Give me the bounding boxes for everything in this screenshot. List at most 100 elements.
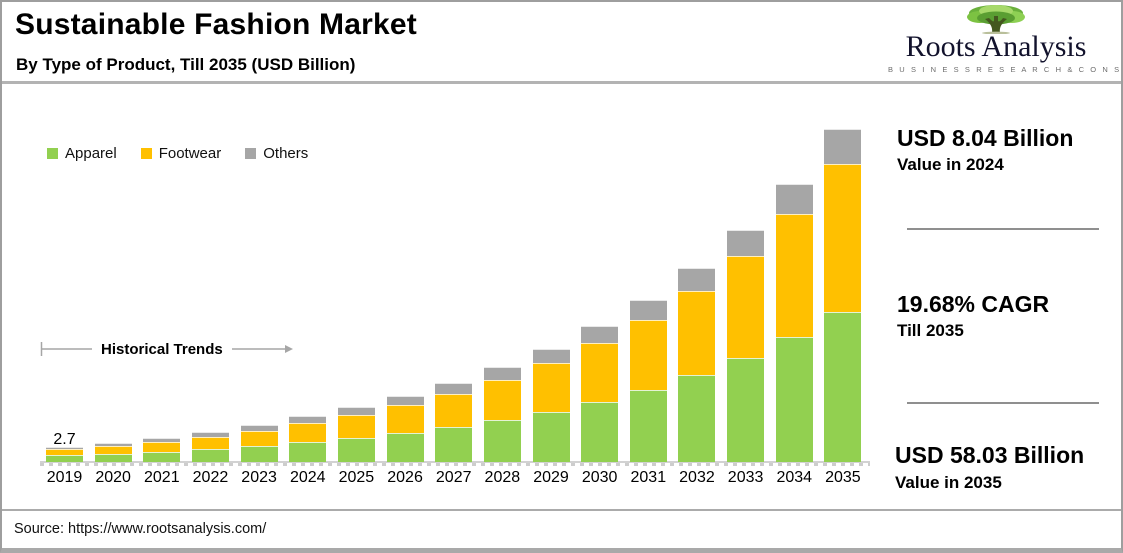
logo-brand-name: Roots Analysis: [905, 30, 1087, 63]
bar-segment-apparel-2025[interactable]: [337, 437, 375, 462]
page-subtitle: By Type of Product, Till 2035 (USD Billi…: [16, 55, 356, 74]
legend-item-others[interactable]: Others: [245, 145, 308, 162]
bar-2023[interactable]: [240, 424, 278, 462]
legend-item-apparel[interactable]: Apparel: [47, 145, 117, 162]
left-tick-line-icon: [40, 342, 92, 356]
bar-segment-others-2021[interactable]: [143, 437, 181, 442]
legend-label-footwear: Footwear: [158, 145, 222, 162]
x-axis-label-2031: 2031: [630, 469, 667, 486]
source-text[interactable]: Source: https://www.rootsanalysis.com/: [14, 521, 267, 537]
footer-divider: [2, 509, 1121, 511]
x-axis-label-2029: 2029: [533, 469, 569, 486]
bar-segment-apparel-2022[interactable]: [191, 449, 229, 462]
stat-label-cagr: Till 2035: [897, 321, 964, 340]
bar-2020[interactable]: [94, 442, 132, 462]
bar-segment-others-2032[interactable]: [678, 267, 716, 291]
x-axis-label-2028: 2028: [484, 469, 521, 486]
bar-2026[interactable]: [386, 395, 424, 462]
bar-segment-apparel-2023[interactable]: [240, 445, 278, 462]
stat-value-cagr: 19.68% CAGR: [897, 291, 1050, 317]
bar-segment-apparel-2035[interactable]: [824, 312, 862, 462]
bar-segment-footwear-2030[interactable]: [581, 343, 619, 402]
page-title: Sustainable Fashion Market: [15, 8, 417, 41]
x-axis-label-2030: 2030: [581, 469, 618, 486]
x-axis-label-2035: 2035: [825, 469, 861, 486]
bar-segment-footwear-2032[interactable]: [678, 290, 716, 376]
bar-segment-others-2026[interactable]: [386, 395, 424, 406]
bar-segment-footwear-2034[interactable]: [775, 214, 813, 338]
bar-segment-others-2029[interactable]: [532, 348, 570, 364]
stat-divider-1: [907, 228, 1099, 230]
bar-segment-footwear-2024[interactable]: [289, 422, 327, 442]
legend-item-footwear[interactable]: Footwear: [140, 145, 222, 162]
bar-segment-footwear-2021[interactable]: [143, 441, 181, 452]
chart-legend: Apparel Footwear Others: [47, 145, 308, 162]
bar-segment-apparel-2029[interactable]: [532, 411, 570, 462]
bar-segment-apparel-2020[interactable]: [94, 453, 132, 462]
bar-segment-apparel-2032[interactable]: [678, 375, 716, 462]
bar-segment-apparel-2024[interactable]: [289, 441, 327, 462]
bar-2028[interactable]: [483, 367, 521, 462]
roots-analysis-logo: Roots Analysis B U S I N E S S R E S E A…: [888, 4, 1122, 74]
bar-segment-footwear-2028[interactable]: [483, 380, 521, 421]
bar-segment-apparel-2031[interactable]: [629, 389, 667, 462]
x-axis-label-2033: 2033: [727, 469, 764, 486]
bar-segment-apparel-2030[interactable]: [581, 401, 619, 462]
bar-segment-footwear-2033[interactable]: [727, 256, 765, 359]
bar-segment-others-2031[interactable]: [629, 299, 667, 320]
bar-segment-apparel-2028[interactable]: [483, 420, 521, 462]
bar-segment-apparel-2021[interactable]: [143, 451, 181, 462]
legend-label-apparel: Apparel: [65, 145, 117, 162]
bar-segment-others-2024[interactable]: [289, 415, 327, 423]
bar-segment-others-2020[interactable]: [94, 442, 132, 446]
bar-segment-others-2023[interactable]: [240, 424, 278, 431]
bar-segment-others-2034[interactable]: [775, 183, 813, 215]
bar-segment-others-2025[interactable]: [337, 406, 375, 415]
bar-2022[interactable]: [191, 432, 229, 462]
bar-2032[interactable]: [678, 267, 716, 462]
bar-segment-apparel-2019[interactable]: [46, 455, 83, 462]
bar-segment-others-2028[interactable]: [483, 367, 521, 381]
bar-2021[interactable]: [143, 437, 181, 462]
bar-segment-footwear-2022[interactable]: [191, 436, 229, 450]
bar-segment-others-2033[interactable]: [727, 229, 765, 257]
bar-2034[interactable]: [775, 183, 813, 462]
bar-2030[interactable]: [581, 326, 619, 462]
historical-trends-annotation: Historical Trends: [40, 340, 294, 358]
bar-segment-footwear-2029[interactable]: [532, 363, 570, 412]
bar-2027[interactable]: [435, 382, 473, 462]
logo-tagline: B U S I N E S S R E S E A R C H & C O N …: [888, 65, 1122, 74]
x-axis-label-2020: 2020: [95, 469, 131, 486]
bar-segment-footwear-2035[interactable]: [824, 164, 862, 313]
stat-divider-2: [907, 402, 1099, 404]
bar-segment-apparel-2026[interactable]: [386, 432, 424, 462]
bar-segment-footwear-2020[interactable]: [94, 445, 132, 454]
bar-segment-others-2030[interactable]: [581, 326, 619, 344]
bar-segment-apparel-2027[interactable]: [435, 427, 473, 462]
bar-segment-footwear-2025[interactable]: [337, 414, 375, 438]
bar-2024[interactable]: [289, 415, 327, 462]
bar-2035[interactable]: [824, 129, 862, 462]
legend-label-others: Others: [263, 145, 309, 162]
bar-segment-footwear-2023[interactable]: [240, 430, 278, 446]
bar-2031[interactable]: [629, 299, 667, 462]
bar-segment-others-2019[interactable]: [46, 446, 83, 450]
bar-segment-footwear-2019[interactable]: [46, 449, 83, 456]
bar-2029[interactable]: [532, 348, 570, 462]
bar-2033[interactable]: [727, 229, 765, 462]
right-arrow-icon: [231, 345, 293, 353]
historical-trends-label: Historical Trends: [101, 340, 223, 358]
bar-segment-others-2022[interactable]: [191, 432, 229, 437]
legend-swatch-apparel: [47, 148, 58, 159]
bar-segment-footwear-2031[interactable]: [629, 319, 667, 390]
bar-segment-apparel-2034[interactable]: [775, 337, 813, 462]
bar-segment-others-2027[interactable]: [435, 382, 473, 394]
bar-segment-apparel-2033[interactable]: [727, 358, 765, 462]
bar-segment-footwear-2027[interactable]: [435, 393, 473, 428]
bar-segment-others-2035[interactable]: [824, 129, 862, 165]
data-label-2019: 2.7: [53, 431, 76, 448]
bar-2025[interactable]: [337, 406, 375, 462]
bar-2019[interactable]: [46, 446, 83, 462]
bar-segment-footwear-2026[interactable]: [386, 405, 424, 433]
